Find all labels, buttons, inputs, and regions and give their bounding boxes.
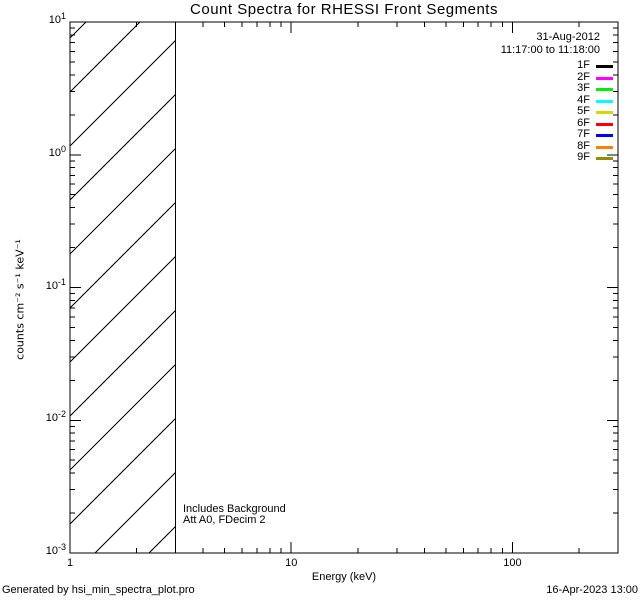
legend-entry-swatch xyxy=(596,134,613,137)
x-tick-label: 1 xyxy=(66,557,74,569)
legend-entry-label: 2F xyxy=(577,71,590,83)
legend-entry-swatch xyxy=(596,157,613,160)
observation-time-range: 11:17:00 to 11:18:00 xyxy=(500,44,600,56)
generated-timestamp: 16-Apr-2023 13:00 xyxy=(546,584,638,596)
hatched-exclusion-band xyxy=(70,22,176,553)
x-tick-label: 100 xyxy=(503,557,522,569)
attenuator-note: Att A0, FDecim 2 xyxy=(183,514,266,526)
y-tick-label: 10-2 xyxy=(45,409,66,425)
y-axis-label: counts cm⁻² s⁻¹ keV⁻¹ xyxy=(13,239,27,360)
y-tick-label: 10-1 xyxy=(45,276,66,292)
legend-entry-label: 7F xyxy=(577,128,590,140)
legend-entry-swatch xyxy=(596,111,613,114)
y-tick-label: 100 xyxy=(48,143,66,159)
x-axis-label: Energy (keV) xyxy=(311,571,377,583)
legend-entry-label: 9F xyxy=(577,151,590,163)
x-tick-label: 10 xyxy=(285,557,298,569)
y-tick-label: 10-3 xyxy=(45,542,66,557)
legend-entry-swatch xyxy=(596,123,613,126)
legend-entry-swatch xyxy=(596,65,613,68)
legend-entry-swatch xyxy=(596,146,613,149)
legend-entry-label: 5F xyxy=(577,105,590,117)
generated-by-text: Generated by hsi_min_spectra_plot.pro xyxy=(2,584,195,596)
observation-date: 31-Aug-2012 xyxy=(536,31,600,43)
legend-entry-label: 4F xyxy=(577,94,590,106)
legend-entry-label: 1F xyxy=(577,59,590,71)
background-note: Includes Background xyxy=(183,503,286,515)
legend-entry-label: 8F xyxy=(577,140,590,152)
legend-entry-swatch xyxy=(596,88,613,91)
chart-title: Count Spectra for RHESSI Front Segments xyxy=(190,1,498,18)
y-tick-label: 101 xyxy=(48,11,66,26)
legend-entry-swatch xyxy=(596,77,613,80)
legend-entry-swatch xyxy=(596,100,613,103)
legend-entry-label: 3F xyxy=(577,82,590,94)
legend-entry-label: 6F xyxy=(577,117,590,129)
